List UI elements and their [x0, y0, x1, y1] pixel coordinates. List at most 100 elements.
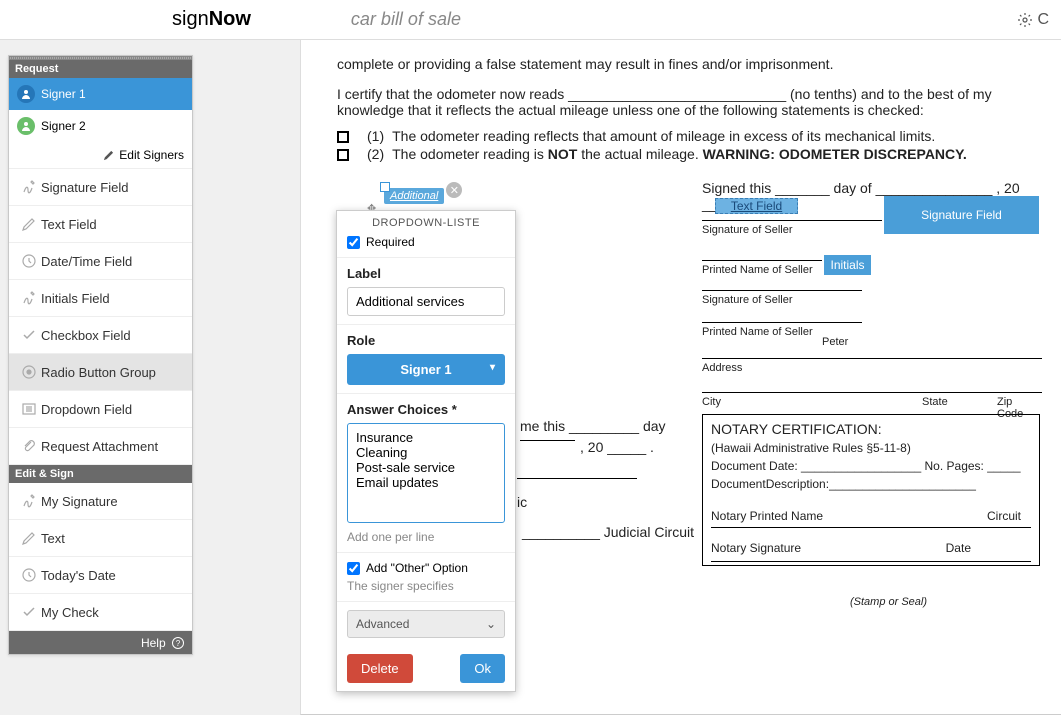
- document-title: car bill of sale: [351, 9, 461, 30]
- delete-button[interactable]: Delete: [347, 654, 413, 683]
- me-this-text: me this _________ day: [520, 418, 666, 434]
- edit-field-item-clock[interactable]: Today's Date: [9, 557, 192, 594]
- field-item-signature[interactable]: Signature Field: [9, 169, 192, 206]
- edit-field-item-signature[interactable]: My Signature: [9, 483, 192, 520]
- ic-text: ic: [517, 494, 527, 510]
- address-label: Address: [702, 362, 742, 374]
- checkbox-item-1: (1) The odometer reading reflects that a…: [337, 128, 1025, 144]
- signer-row-2[interactable]: Signer 2: [9, 110, 192, 142]
- printed-name-label-1: Printed Name of Seller: [702, 264, 813, 276]
- chk1-text: The odometer reading reflects that amoun…: [392, 128, 935, 144]
- popover-title: DROPDOWN-LISTE: [337, 211, 515, 233]
- edit-field-label: Today's Date: [41, 568, 116, 583]
- notary-desc: DocumentDescription:____________________…: [711, 477, 1031, 491]
- field-item-attach[interactable]: Request Attachment: [9, 428, 192, 465]
- chevron-down-icon: ⌄: [486, 617, 496, 631]
- edit-field-label: My Signature: [41, 494, 118, 509]
- checkbox-1[interactable]: [337, 131, 349, 143]
- field-item-check[interactable]: Checkbox Field: [9, 317, 192, 354]
- edit-sign-header: Edit & Sign: [9, 465, 192, 483]
- advanced-toggle[interactable]: Advanced ⌄: [347, 610, 505, 638]
- chk2-a: The odometer reading is: [392, 146, 548, 162]
- notary-docdate: Document Date: __________________ No. Pa…: [711, 459, 1031, 473]
- pencil-icon: [103, 150, 114, 161]
- field-item-dropdown[interactable]: Dropdown Field: [9, 391, 192, 428]
- notary-underline-1: [711, 527, 1031, 528]
- field-item-label: Signature Field: [41, 180, 128, 195]
- sig-seller-label: Signature of Seller: [702, 224, 793, 236]
- intro-text: complete or providing a false statement …: [337, 56, 1025, 72]
- advanced-label: Advanced: [356, 617, 409, 631]
- field-item-clock[interactable]: Date/Time Field: [9, 243, 192, 280]
- checkbox-item-2: (2) The odometer reading is NOT the actu…: [337, 146, 1025, 162]
- help-label: Help: [141, 636, 166, 650]
- address-line: [702, 358, 1042, 359]
- notary-rules: (Hawaii Administrative Rules §5-11-8): [711, 441, 1031, 455]
- sig-field-label: Signature Field: [921, 208, 1002, 222]
- printed-name-label-2: Printed Name of Seller: [702, 326, 813, 338]
- dropdown-icon: [17, 401, 41, 417]
- initials-field-placeholder[interactable]: Initials: [824, 255, 871, 275]
- radio-icon: [17, 364, 41, 380]
- chk2-b: the actual mileage.: [577, 146, 702, 162]
- signature-field-placeholder[interactable]: Signature Field: [884, 196, 1039, 234]
- pencil-icon: [17, 530, 41, 546]
- app-header: signNow car bill of sale C: [0, 0, 1061, 40]
- clock-icon: [17, 567, 41, 583]
- field-item-label: Date/Time Field: [41, 254, 132, 269]
- help-button[interactable]: Help ?: [9, 631, 192, 654]
- signer-label: Signer 1: [41, 87, 86, 101]
- label-label: Label: [347, 266, 505, 281]
- required-label: Required: [366, 235, 415, 249]
- edit-field-item-pencil[interactable]: Text: [9, 520, 192, 557]
- other-checkbox-row[interactable]: Add "Other" Option: [347, 561, 505, 575]
- signer-row-1[interactable]: Signer 1: [9, 78, 192, 110]
- edit-field-label: Text: [41, 531, 65, 546]
- role-dropdown[interactable]: Signer 1: [347, 354, 505, 385]
- clock-icon: [17, 253, 41, 269]
- field-item-label: Initials Field: [41, 291, 110, 306]
- dropdown-field-tag[interactable]: Additional ✕ ✥: [384, 188, 444, 204]
- help-icon: ?: [172, 637, 184, 649]
- sig-seller-line-2: [702, 290, 862, 291]
- field-item-label: Request Attachment: [41, 439, 158, 454]
- field-item-radio[interactable]: Radio Button Group: [9, 354, 192, 391]
- sig-seller-line: [702, 220, 882, 221]
- signature-icon: [17, 179, 41, 195]
- other-hint: The signer specifies: [347, 579, 505, 593]
- notary-printed-row: Notary Printed Name Circuit: [711, 509, 1031, 523]
- edit-field-item-check[interactable]: My Check: [9, 594, 192, 631]
- avatar-icon: [17, 85, 35, 103]
- answers-hint: Add one per line: [347, 530, 505, 544]
- chk2-warn: WARNING: ODOMETER DISCREPANCY.: [703, 146, 967, 162]
- field-tag-label: Additional: [384, 188, 444, 204]
- sig-seller-label-2: Signature of Seller: [702, 294, 793, 306]
- chk2-wrap: The odometer reading is NOT the actual m…: [392, 146, 967, 162]
- state-label: State: [922, 396, 948, 408]
- city-line: [702, 392, 1042, 393]
- role-label: Role: [347, 333, 505, 348]
- field-item-pencil[interactable]: Text Field: [9, 206, 192, 243]
- label-input[interactable]: [347, 287, 505, 316]
- ok-button[interactable]: Ok: [460, 654, 505, 683]
- notary-circuit-label: Circuit: [987, 509, 1021, 523]
- edit-field-label: My Check: [41, 605, 99, 620]
- pencil-icon: [17, 216, 41, 232]
- notary-box: NOTARY CERTIFICATION: (Hawaii Administra…: [702, 414, 1040, 566]
- required-checkbox[interactable]: [347, 236, 360, 249]
- signature-icon: [17, 290, 41, 306]
- settings-area[interactable]: C: [1017, 11, 1049, 29]
- other-checkbox[interactable]: [347, 562, 360, 575]
- checkbox-2[interactable]: [337, 149, 349, 161]
- signature-icon: [17, 493, 41, 509]
- text-field-placeholder[interactable]: Text Field: [715, 198, 798, 214]
- edit-signers-button[interactable]: Edit Signers: [9, 142, 192, 169]
- resize-handle[interactable]: [380, 182, 390, 192]
- chk2-not: NOT: [548, 146, 578, 162]
- answers-textarea[interactable]: [347, 423, 505, 523]
- logo-now: Now: [209, 8, 251, 30]
- edit-signers-label: Edit Signers: [119, 148, 184, 162]
- field-item-signature[interactable]: Initials Field: [9, 280, 192, 317]
- required-checkbox-row[interactable]: Required: [347, 235, 505, 249]
- gear-icon: [1017, 12, 1033, 28]
